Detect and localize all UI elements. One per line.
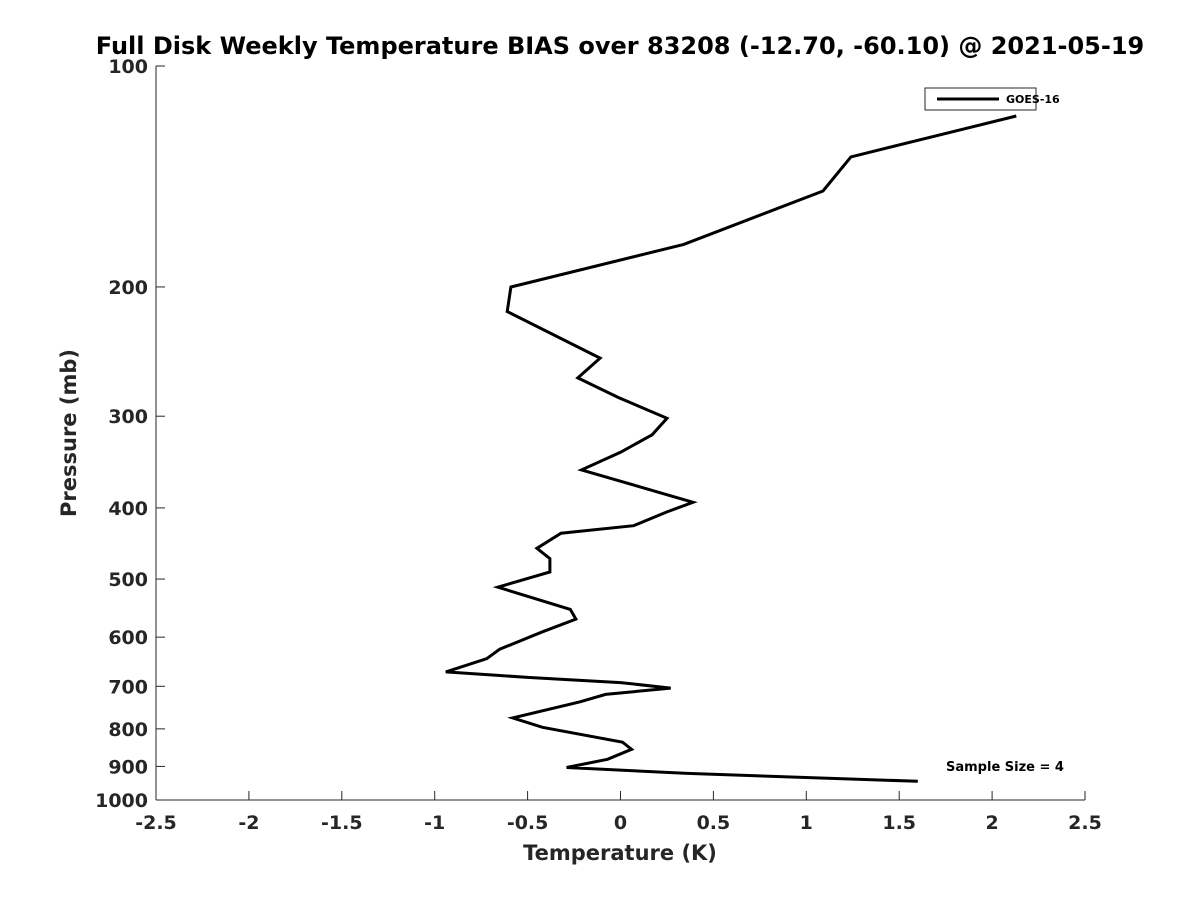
x-tick-label: -0.5 — [507, 812, 549, 834]
series-layer — [445, 114, 1017, 783]
y-tick-label: 700 — [108, 676, 148, 698]
y-tick-label: 900 — [108, 756, 148, 778]
y-tick-label: 200 — [108, 277, 148, 299]
x-tick-label: 1.5 — [882, 812, 916, 834]
x-tick-label: 0.5 — [697, 812, 731, 834]
x-ticks: -2.5 -2 -1.5 -1 -0.5 0 0.5 1 1.5 2 2.5 — [135, 791, 1102, 834]
y-tick-label: 100 — [108, 56, 148, 78]
chart-title: Full Disk Weekly Temperature BIAS over 8… — [96, 32, 1144, 60]
x-tick-label: 1 — [800, 812, 813, 834]
y-ticks: 100 200 300 400 500 600 700 800 900 1000 — [95, 56, 165, 812]
y-tick-label: 600 — [108, 627, 148, 649]
y-tick-label: 1000 — [95, 790, 148, 812]
x-axis-label: Temperature (K) — [523, 841, 717, 865]
y-tick-label: 400 — [108, 498, 148, 520]
x-tick-label: -2.5 — [135, 812, 177, 834]
series-line-goes-16 — [445, 114, 1017, 783]
y-tick-label: 800 — [108, 719, 148, 741]
x-tick-label: 2 — [985, 812, 998, 834]
x-tick-label: -1.5 — [321, 812, 363, 834]
x-tick-label: -1 — [424, 812, 445, 834]
legend-label-goes-16: GOES-16 — [1006, 93, 1060, 106]
legend: GOES-16 — [924, 87, 1060, 111]
x-tick-label: 2.5 — [1068, 812, 1102, 834]
x-tick-label: -2 — [238, 812, 259, 834]
y-tick-label: 300 — [108, 406, 148, 428]
x-tick-label: 0 — [614, 812, 627, 834]
sample-size-annotation: Sample Size = 4 — [946, 760, 1064, 775]
y-axis-label: Pressure (mb) — [57, 349, 81, 517]
y-tick-label: 500 — [108, 569, 148, 591]
plot-area: -2.5 -2 -1.5 -1 -0.5 0 0.5 1 1.5 2 2.5 100 200 300 40… — [95, 56, 1102, 834]
